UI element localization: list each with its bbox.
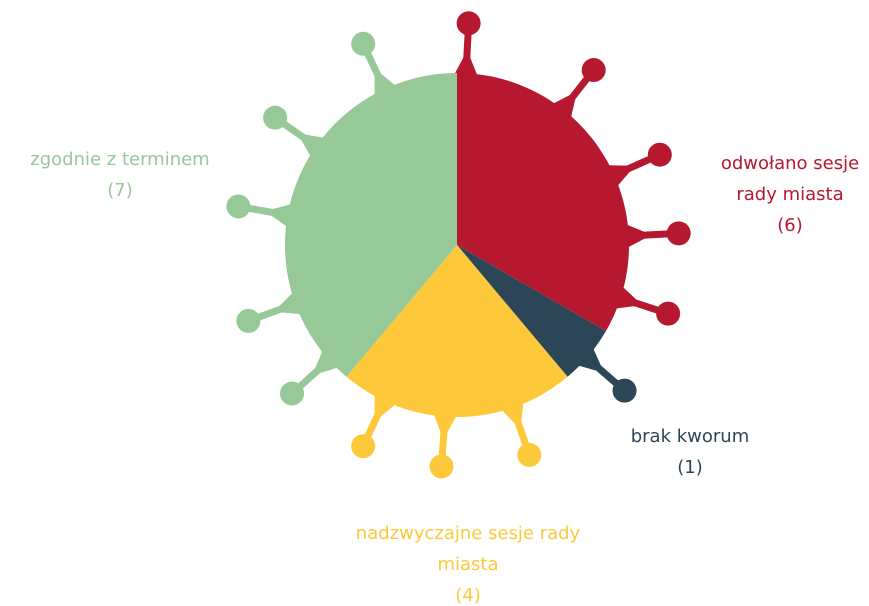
spike-ball bbox=[613, 379, 637, 403]
value-label: (4) bbox=[355, 580, 581, 606]
spike bbox=[442, 412, 445, 459]
category-label: odwołano sesje rady miasta bbox=[705, 148, 869, 210]
category-label: brak kworum bbox=[600, 421, 780, 452]
spike bbox=[624, 234, 671, 236]
spike bbox=[282, 122, 321, 149]
spike-ball bbox=[351, 32, 375, 56]
spike-ball bbox=[351, 434, 375, 458]
spike bbox=[298, 357, 333, 388]
slice-label: brak kworum(1) bbox=[600, 421, 780, 483]
category-label: zgodnie z terminem bbox=[0, 144, 240, 175]
spike-ball bbox=[517, 443, 541, 467]
spike-ball bbox=[648, 143, 672, 167]
spike-ball bbox=[656, 302, 680, 326]
value-label: (7) bbox=[0, 175, 240, 206]
spike-ball bbox=[667, 221, 691, 245]
value-label: (1) bbox=[600, 452, 780, 483]
spike bbox=[583, 355, 618, 386]
slice-label: nadzwyczajne sesje rady miasta(4) bbox=[355, 518, 581, 606]
spike-ball bbox=[236, 309, 260, 333]
value-label: (6) bbox=[705, 210, 869, 241]
category-label: nadzwyczajne sesje rady miasta bbox=[355, 518, 581, 580]
pie-chart bbox=[0, 0, 869, 606]
spike-ball bbox=[280, 382, 304, 406]
spike-ball bbox=[582, 58, 606, 82]
spike bbox=[466, 31, 468, 78]
spike-ball bbox=[457, 11, 481, 35]
slice-label: odwołano sesje rady miasta(6) bbox=[705, 148, 869, 241]
spike bbox=[560, 76, 589, 113]
slice-label: zgodnie z terminem(7) bbox=[0, 144, 240, 206]
spike-ball bbox=[263, 106, 287, 130]
spike-ball bbox=[430, 454, 454, 478]
chart: odwołano sesje rady miasta(6) brak kworum… bbox=[0, 0, 869, 606]
